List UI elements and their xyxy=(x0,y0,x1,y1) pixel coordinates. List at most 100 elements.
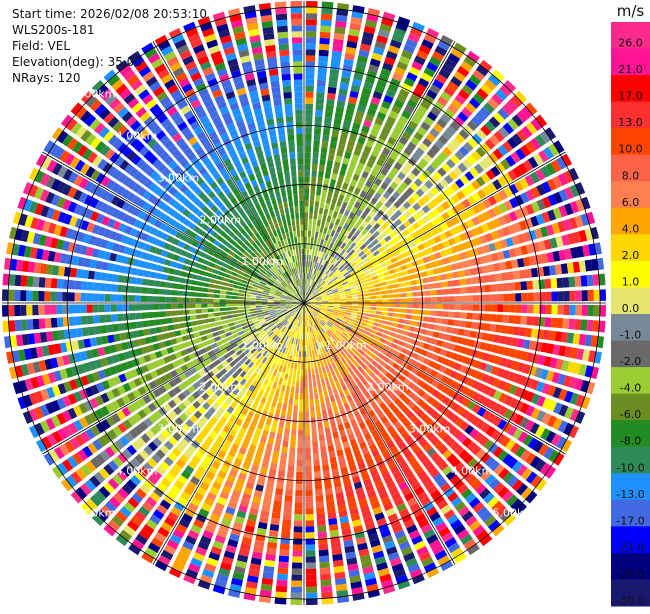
velocity-gate xyxy=(308,369,311,375)
velocity-gate xyxy=(396,272,403,277)
velocity-gate xyxy=(262,305,268,307)
velocity-gate xyxy=(224,273,231,278)
velocity-gate xyxy=(279,464,286,471)
velocity-gate xyxy=(376,311,382,315)
velocity-gate xyxy=(294,344,297,350)
velocity-gate xyxy=(296,466,303,472)
velocity-gate xyxy=(305,381,308,387)
velocity-gate xyxy=(508,282,515,290)
velocity-gate xyxy=(277,384,282,391)
velocity-gate xyxy=(324,482,332,489)
velocity-gate xyxy=(312,435,318,442)
velocity-gate xyxy=(382,290,388,294)
velocity-gate xyxy=(184,285,191,290)
velocity-gate xyxy=(166,318,173,324)
velocity-gate xyxy=(280,543,290,550)
velocity-gate xyxy=(284,373,288,380)
velocity-gate xyxy=(208,308,214,312)
velocity-gate xyxy=(196,292,202,297)
velocity-gate xyxy=(305,502,313,508)
velocity-gate xyxy=(325,172,331,179)
velocity-gate xyxy=(311,369,314,375)
velocity-gate xyxy=(386,321,393,326)
velocity-gate xyxy=(44,305,50,315)
velocity-gate xyxy=(452,328,459,335)
velocity-gate xyxy=(306,61,315,67)
velocity-gate xyxy=(594,305,600,316)
velocity-gate xyxy=(294,514,302,520)
velocity-gate xyxy=(271,401,277,408)
velocity-gate xyxy=(364,297,370,300)
velocity-gate xyxy=(346,308,352,311)
velocity-gate xyxy=(296,351,299,357)
velocity-gate xyxy=(232,300,238,303)
velocity-gate xyxy=(333,192,339,199)
velocity-gate xyxy=(292,417,297,423)
velocity-gate xyxy=(205,272,212,277)
velocity-gate xyxy=(321,452,328,459)
velocity-gate xyxy=(250,301,256,303)
velocity-gate xyxy=(306,37,316,43)
velocity-gate xyxy=(227,315,234,319)
velocity-gate xyxy=(168,268,175,275)
velocity-gate xyxy=(179,323,186,329)
velocity-gate xyxy=(179,278,186,284)
velocity-gate xyxy=(367,321,374,325)
velocity-gate xyxy=(570,305,576,315)
velocity-gate xyxy=(527,293,533,302)
velocity-gate xyxy=(112,324,119,332)
velocity-gate xyxy=(374,319,381,323)
velocity-gate xyxy=(402,270,409,276)
velocity-gate xyxy=(293,411,298,417)
velocity-gate xyxy=(514,316,521,325)
velocity-gate xyxy=(408,268,415,274)
velocity-gate xyxy=(271,518,280,525)
velocity-gate xyxy=(305,484,312,490)
velocity-gate xyxy=(286,367,290,374)
velocity-gate xyxy=(588,290,594,301)
velocity-gate xyxy=(305,146,311,152)
velocity-gate xyxy=(165,297,171,302)
velocity-gate xyxy=(295,387,299,393)
velocity-gate xyxy=(557,305,563,315)
velocity-gate xyxy=(306,556,316,562)
velocity-gate xyxy=(331,57,341,64)
velocity-gate xyxy=(381,286,388,290)
velocity-gate xyxy=(148,320,155,327)
velocity-gate xyxy=(325,111,333,118)
velocity-gate xyxy=(88,271,95,280)
velocity-gate xyxy=(63,317,70,327)
velocity-gate xyxy=(268,300,274,302)
velocity-gate xyxy=(306,532,315,538)
velocity-gate xyxy=(50,292,56,302)
velocity-gate xyxy=(465,321,472,328)
velocity-gate xyxy=(111,304,117,312)
velocity-gate xyxy=(464,330,471,337)
velocity-gate xyxy=(292,423,297,429)
velocity-gate xyxy=(173,276,180,282)
velocity-gate xyxy=(287,411,292,418)
velocity-gate xyxy=(316,226,320,233)
velocity-gate xyxy=(214,312,220,316)
velocity-gate xyxy=(289,447,295,453)
velocity-gate xyxy=(239,316,246,320)
velocity-gate xyxy=(147,296,153,302)
velocity-gate xyxy=(306,593,317,599)
velocity-gate xyxy=(313,146,319,153)
velocity-gate xyxy=(331,136,338,143)
velocity-gate xyxy=(153,296,159,302)
velocity-gate xyxy=(88,327,95,336)
velocity-gate xyxy=(278,378,283,385)
velocity-gate xyxy=(105,294,111,302)
velocity-gate xyxy=(496,284,503,292)
velocity-gate xyxy=(274,494,282,501)
velocity-gate xyxy=(473,304,479,311)
velocity-gate xyxy=(283,434,289,441)
velocity-gate xyxy=(311,344,314,350)
velocity-gate xyxy=(226,311,232,315)
velocity-gate xyxy=(305,478,312,484)
velocity-gate xyxy=(533,292,539,301)
velocity-gate xyxy=(197,281,204,286)
velocity-gate xyxy=(306,569,316,575)
velocity-gate xyxy=(319,550,329,557)
